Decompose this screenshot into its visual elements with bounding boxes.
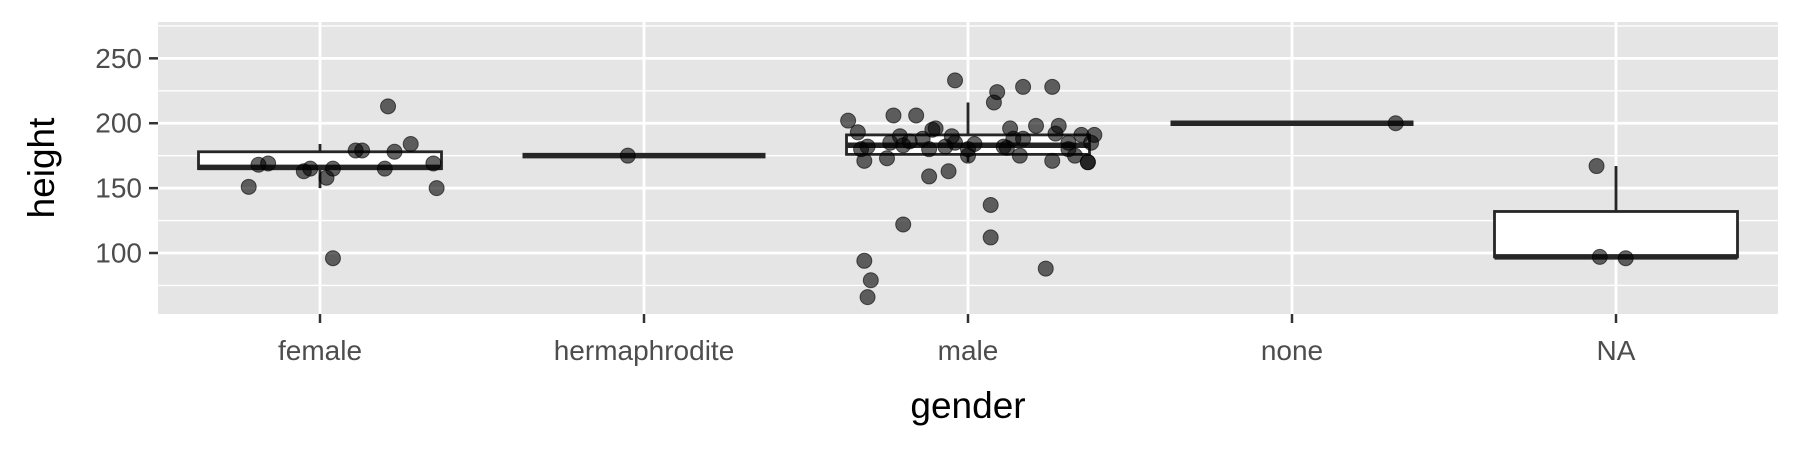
data-point: [966, 135, 983, 152]
box-body: [1493, 210, 1739, 259]
data-point: [982, 229, 999, 246]
data-point: [1086, 126, 1103, 143]
data-point: [1066, 147, 1083, 164]
data-point: [856, 152, 873, 169]
data-point: [940, 163, 957, 180]
data-point: [879, 150, 895, 167]
x-tick-label: male: [938, 335, 999, 366]
y-axis: 100 150 200 250: [95, 43, 158, 269]
data-point: [402, 135, 419, 152]
points-layer: [240, 72, 1634, 306]
data-point: [1050, 117, 1067, 134]
x-tick-label: female: [278, 335, 362, 366]
x-tick-label: none: [1261, 335, 1323, 366]
data-point: [895, 216, 912, 233]
data-point: [921, 168, 938, 185]
data-point: [428, 180, 445, 197]
data-point: [924, 121, 941, 138]
data-point: [947, 72, 964, 89]
data-point: [354, 142, 371, 159]
data-point: [859, 289, 876, 306]
data-point: [302, 160, 319, 177]
data-point: [1028, 117, 1045, 134]
data-point: [1015, 78, 1032, 95]
data-point: [1387, 115, 1404, 132]
data-point: [921, 141, 938, 158]
data-point: [376, 160, 393, 177]
data-point: [908, 107, 925, 124]
data-point: [380, 98, 397, 115]
data-point: [849, 124, 866, 141]
y-axis-title: height: [21, 117, 62, 219]
data-point: [982, 196, 999, 213]
data-point: [260, 155, 277, 172]
data-point: [1591, 248, 1608, 265]
data-point: [885, 107, 902, 124]
x-axis-title: gender: [910, 385, 1025, 426]
data-point: [1044, 78, 1061, 95]
data-point: [1015, 130, 1032, 147]
data-point: [901, 133, 918, 150]
data-point: [1079, 154, 1096, 171]
data-point: [862, 272, 879, 289]
data-point: [324, 160, 341, 177]
y-tick-label: 150: [95, 173, 142, 204]
data-point: [947, 134, 964, 151]
data-point: [856, 252, 873, 269]
data-point: [1011, 147, 1028, 164]
box-na: [1493, 166, 1739, 260]
data-point: [840, 112, 857, 129]
data-point: [619, 147, 636, 164]
data-point: [859, 138, 876, 155]
data-point: [386, 143, 403, 160]
data-point: [425, 155, 442, 172]
y-tick-label: 200: [95, 108, 142, 139]
data-point: [324, 250, 341, 267]
x-tick-label: NA: [1597, 335, 1636, 366]
y-tick-label: 100: [95, 238, 142, 269]
data-point: [1044, 152, 1061, 169]
data-point: [1588, 158, 1605, 175]
data-point: [240, 178, 257, 195]
data-point: [1002, 120, 1019, 137]
data-point: [989, 84, 1006, 101]
data-point: [1617, 250, 1634, 267]
x-axis: female hermaphrodite male none NA: [278, 314, 1636, 366]
data-point: [1037, 260, 1054, 277]
x-tick-label: hermaphrodite: [554, 335, 735, 366]
y-tick-label: 250: [95, 43, 142, 74]
